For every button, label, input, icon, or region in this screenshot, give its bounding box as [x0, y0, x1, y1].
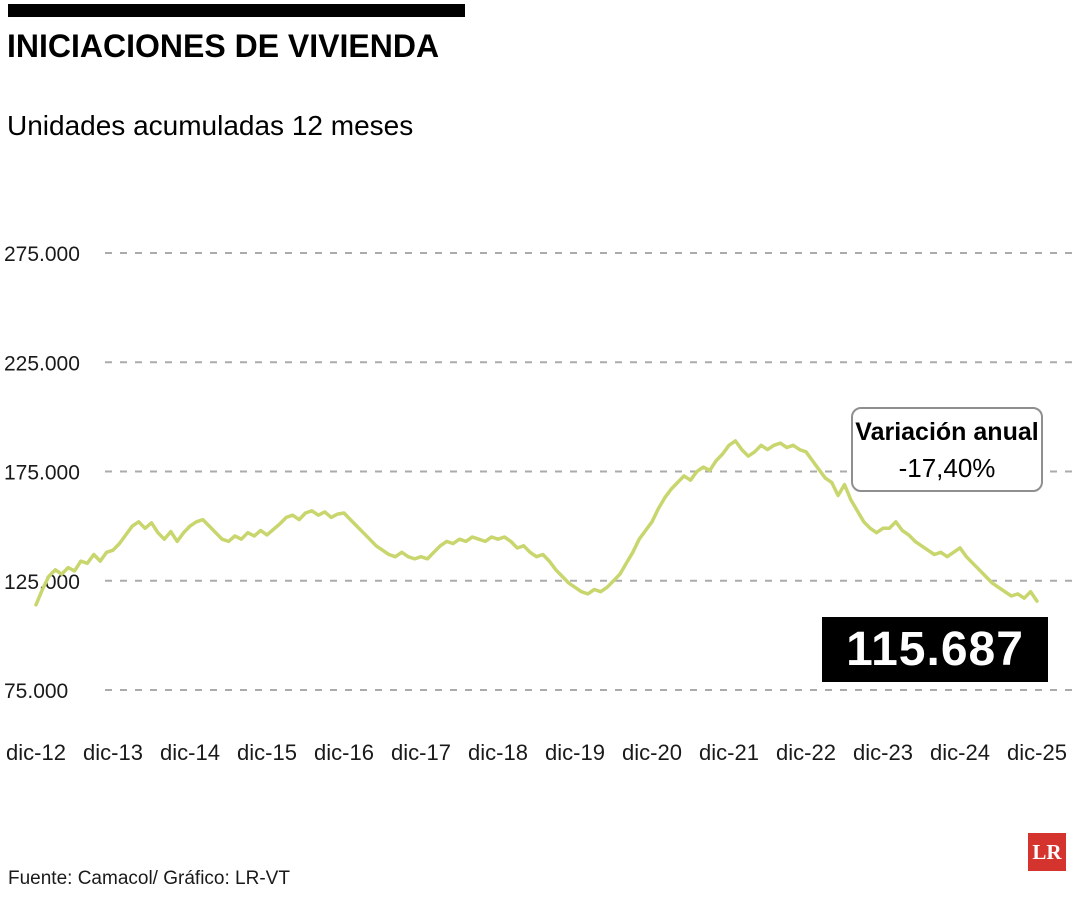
- y-axis-tick-label: 275.000: [4, 243, 80, 266]
- x-axis-tick-label: dic-18: [468, 740, 528, 765]
- x-axis-tick-label: dic-14: [160, 740, 220, 765]
- x-axis-tick-label: dic-19: [545, 740, 605, 765]
- y-axis-tick-label: 225.000: [4, 352, 80, 375]
- title-accent-bar: [8, 4, 465, 17]
- x-axis-tick-label: dic-13: [83, 740, 143, 765]
- x-axis-tick-label: dic-16: [314, 740, 374, 765]
- annual-variation-callout: Variación anual -17,40%: [851, 407, 1043, 492]
- data-line: [34, 439, 1039, 607]
- source-credit: Fuente: Camacol/ Gráfico: LR-VT: [8, 868, 290, 889]
- y-axis-tick-label: 75.000: [4, 680, 68, 703]
- x-axis-tick-label: dic-23: [853, 740, 913, 765]
- x-axis-tick-label: dic-20: [622, 740, 682, 765]
- x-axis-tick-label: dic-17: [391, 740, 451, 765]
- x-axis-tick-label: dic-22: [776, 740, 836, 765]
- chart-subtitle: Unidades acumuladas 12 meses: [7, 110, 414, 141]
- x-axis-tick-label: dic-12: [6, 740, 66, 765]
- latest-value-badge: 115.687: [822, 617, 1048, 682]
- x-axis-tick-label: dic-15: [237, 740, 297, 765]
- x-axis-tick-label: dic-25: [1007, 740, 1067, 765]
- y-axis-tick-label: 125.000: [4, 571, 80, 594]
- lr-logo: LR: [1028, 833, 1066, 871]
- y-axis-tick-label: 175.000: [4, 462, 80, 485]
- x-axis-tick-label: dic-21: [699, 740, 759, 765]
- annual-variation-label: Variación anual: [855, 417, 1039, 446]
- annual-variation-value: -17,40%: [898, 452, 996, 483]
- chart-title: INICIACIONES DE VIVIENDA: [7, 28, 440, 64]
- x-axis-tick-label: dic-24: [930, 740, 990, 765]
